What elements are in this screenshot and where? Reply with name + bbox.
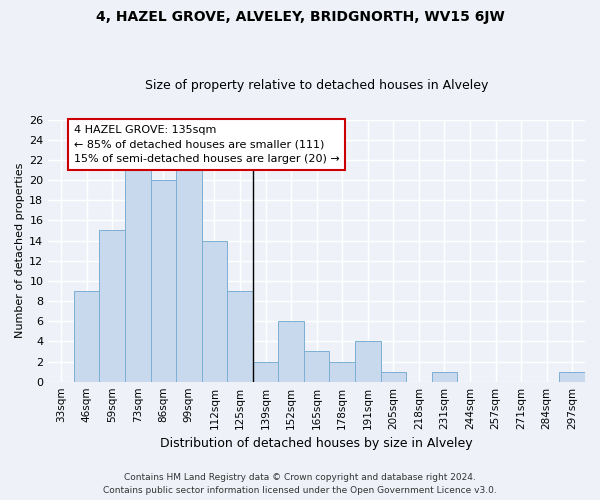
Bar bbox=[329, 362, 355, 382]
Bar bbox=[151, 180, 176, 382]
Bar bbox=[227, 291, 253, 382]
Y-axis label: Number of detached properties: Number of detached properties bbox=[15, 163, 25, 338]
Bar bbox=[74, 291, 100, 382]
Bar bbox=[380, 372, 406, 382]
Bar bbox=[278, 321, 304, 382]
Text: 4 HAZEL GROVE: 135sqm
← 85% of detached houses are smaller (111)
15% of semi-det: 4 HAZEL GROVE: 135sqm ← 85% of detached … bbox=[74, 124, 340, 164]
Text: Contains HM Land Registry data © Crown copyright and database right 2024.
Contai: Contains HM Land Registry data © Crown c… bbox=[103, 474, 497, 495]
Title: Size of property relative to detached houses in Alveley: Size of property relative to detached ho… bbox=[145, 79, 488, 92]
Bar bbox=[202, 240, 227, 382]
Bar bbox=[253, 362, 278, 382]
X-axis label: Distribution of detached houses by size in Alveley: Distribution of detached houses by size … bbox=[160, 437, 473, 450]
Bar bbox=[355, 342, 380, 382]
Bar bbox=[304, 352, 329, 382]
Bar bbox=[559, 372, 585, 382]
Bar bbox=[431, 372, 457, 382]
Bar bbox=[125, 160, 151, 382]
Bar bbox=[100, 230, 125, 382]
Text: 4, HAZEL GROVE, ALVELEY, BRIDGNORTH, WV15 6JW: 4, HAZEL GROVE, ALVELEY, BRIDGNORTH, WV1… bbox=[95, 10, 505, 24]
Bar bbox=[176, 160, 202, 382]
